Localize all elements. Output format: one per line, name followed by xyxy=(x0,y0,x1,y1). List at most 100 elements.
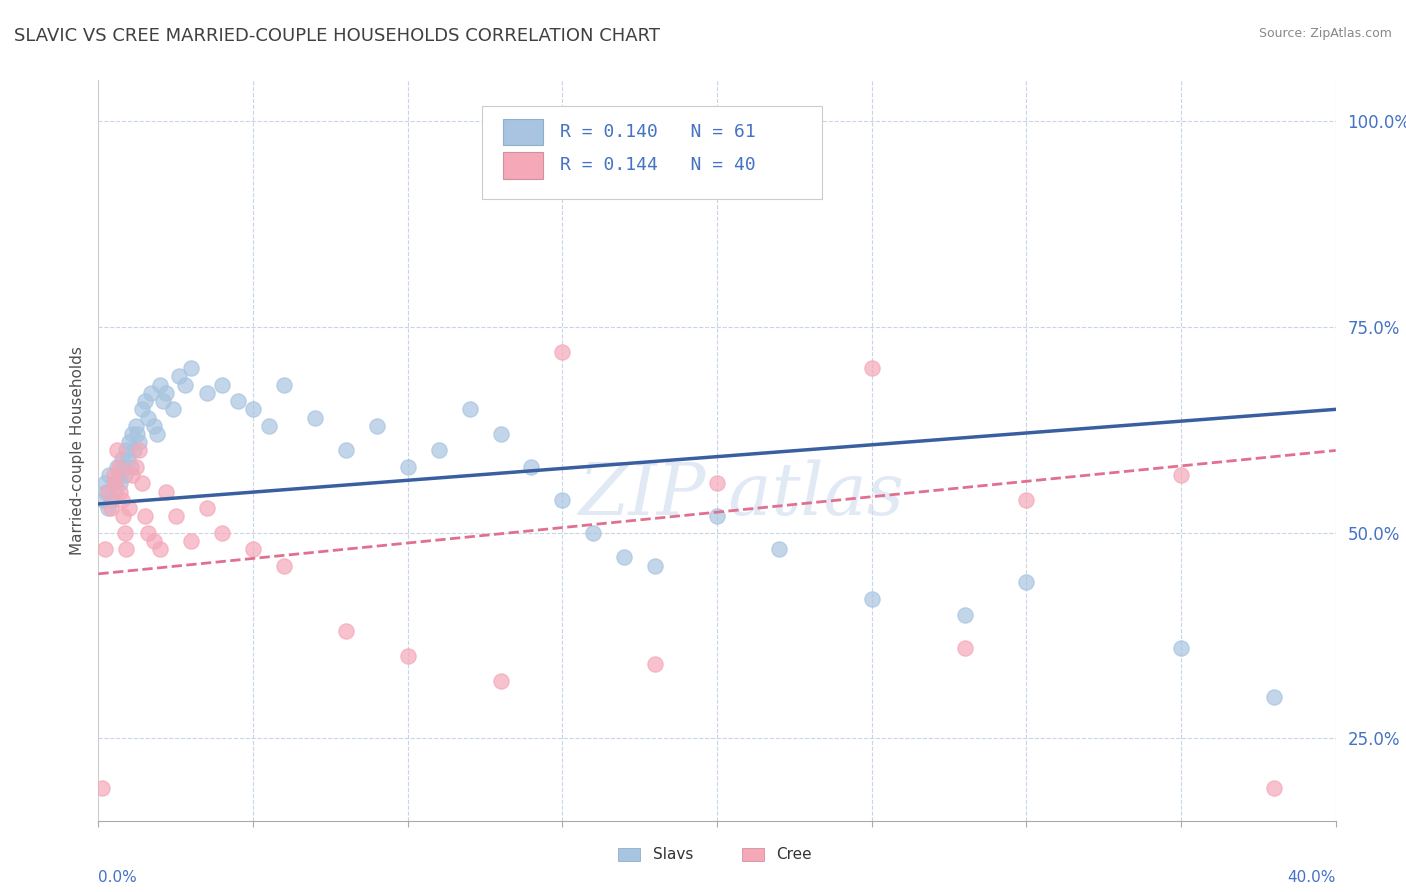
Point xyxy=(120,459,142,474)
Point xyxy=(489,673,512,688)
Point xyxy=(121,427,143,442)
Point xyxy=(115,542,138,557)
Text: 0.0%: 0.0% xyxy=(98,870,138,885)
Point xyxy=(114,468,136,483)
Point xyxy=(1263,690,1285,705)
Point xyxy=(174,377,197,392)
Y-axis label: Married-couple Households: Married-couple Households xyxy=(69,346,84,555)
Point xyxy=(396,649,419,664)
Point xyxy=(105,443,128,458)
Point xyxy=(108,476,131,491)
Point xyxy=(128,443,150,458)
Point xyxy=(121,468,143,483)
Point xyxy=(93,542,115,557)
Point xyxy=(396,459,419,474)
Text: 40.0%: 40.0% xyxy=(1288,870,1336,885)
Point xyxy=(139,385,162,400)
Point xyxy=(117,451,139,466)
Text: ZIP atlas: ZIP atlas xyxy=(579,459,904,530)
Point xyxy=(1263,780,1285,795)
Point xyxy=(304,410,326,425)
Point xyxy=(111,451,132,466)
Point xyxy=(165,509,187,524)
Point xyxy=(155,385,177,400)
Point xyxy=(105,459,128,474)
Point xyxy=(100,492,122,507)
Point xyxy=(103,476,125,491)
Point xyxy=(242,402,264,417)
Point xyxy=(131,476,153,491)
Point xyxy=(195,385,218,400)
Point xyxy=(1170,640,1192,655)
Text: Source: ZipAtlas.com: Source: ZipAtlas.com xyxy=(1258,27,1392,40)
Point xyxy=(257,418,280,433)
Point xyxy=(90,780,112,795)
FancyBboxPatch shape xyxy=(619,848,640,862)
Point xyxy=(104,476,127,491)
Text: Cree: Cree xyxy=(776,847,813,863)
Point xyxy=(366,418,388,433)
Point xyxy=(134,509,156,524)
Point xyxy=(97,501,120,516)
Point xyxy=(152,394,174,409)
Point xyxy=(162,402,184,417)
Point xyxy=(1015,575,1038,590)
Point xyxy=(112,459,135,474)
Point xyxy=(114,525,136,540)
Point xyxy=(644,657,666,672)
Point xyxy=(108,484,131,499)
FancyBboxPatch shape xyxy=(503,153,543,178)
FancyBboxPatch shape xyxy=(742,848,763,862)
Point xyxy=(93,476,115,491)
Point xyxy=(124,459,146,474)
Point xyxy=(706,476,728,491)
Point xyxy=(335,624,357,639)
Point xyxy=(195,501,218,516)
FancyBboxPatch shape xyxy=(482,106,823,199)
Point xyxy=(134,394,156,409)
Point xyxy=(149,542,172,557)
Point xyxy=(211,377,233,392)
Point xyxy=(143,418,166,433)
Point xyxy=(582,525,605,540)
Point xyxy=(706,509,728,524)
Point xyxy=(242,542,264,557)
Point xyxy=(613,550,636,565)
Point xyxy=(427,443,450,458)
Point xyxy=(167,369,190,384)
Point xyxy=(98,468,121,483)
Point xyxy=(118,435,141,450)
Point xyxy=(103,468,125,483)
Point xyxy=(128,435,150,450)
Point xyxy=(273,377,295,392)
Point xyxy=(127,427,149,442)
Point xyxy=(146,427,169,442)
Point xyxy=(489,427,512,442)
Point xyxy=(136,410,159,425)
Text: Slavs: Slavs xyxy=(652,847,693,863)
Point xyxy=(143,533,166,548)
Point xyxy=(91,492,114,507)
Point xyxy=(100,501,122,516)
Point xyxy=(644,558,666,573)
Point xyxy=(860,591,883,606)
Point xyxy=(107,459,129,474)
Point xyxy=(118,501,141,516)
Point xyxy=(112,509,135,524)
Point xyxy=(107,468,129,483)
Point xyxy=(551,344,574,359)
Text: R = 0.144   N = 40: R = 0.144 N = 40 xyxy=(560,156,755,175)
Point xyxy=(1170,468,1192,483)
Point xyxy=(520,459,543,474)
Point xyxy=(180,533,202,548)
Point xyxy=(131,402,153,417)
Point xyxy=(115,443,138,458)
Point xyxy=(96,484,118,499)
Point xyxy=(226,394,249,409)
Point xyxy=(149,377,172,392)
Point xyxy=(953,607,976,622)
Point xyxy=(458,402,481,417)
Point xyxy=(180,361,202,376)
Text: R = 0.140   N = 61: R = 0.140 N = 61 xyxy=(560,123,755,141)
Point xyxy=(273,558,295,573)
